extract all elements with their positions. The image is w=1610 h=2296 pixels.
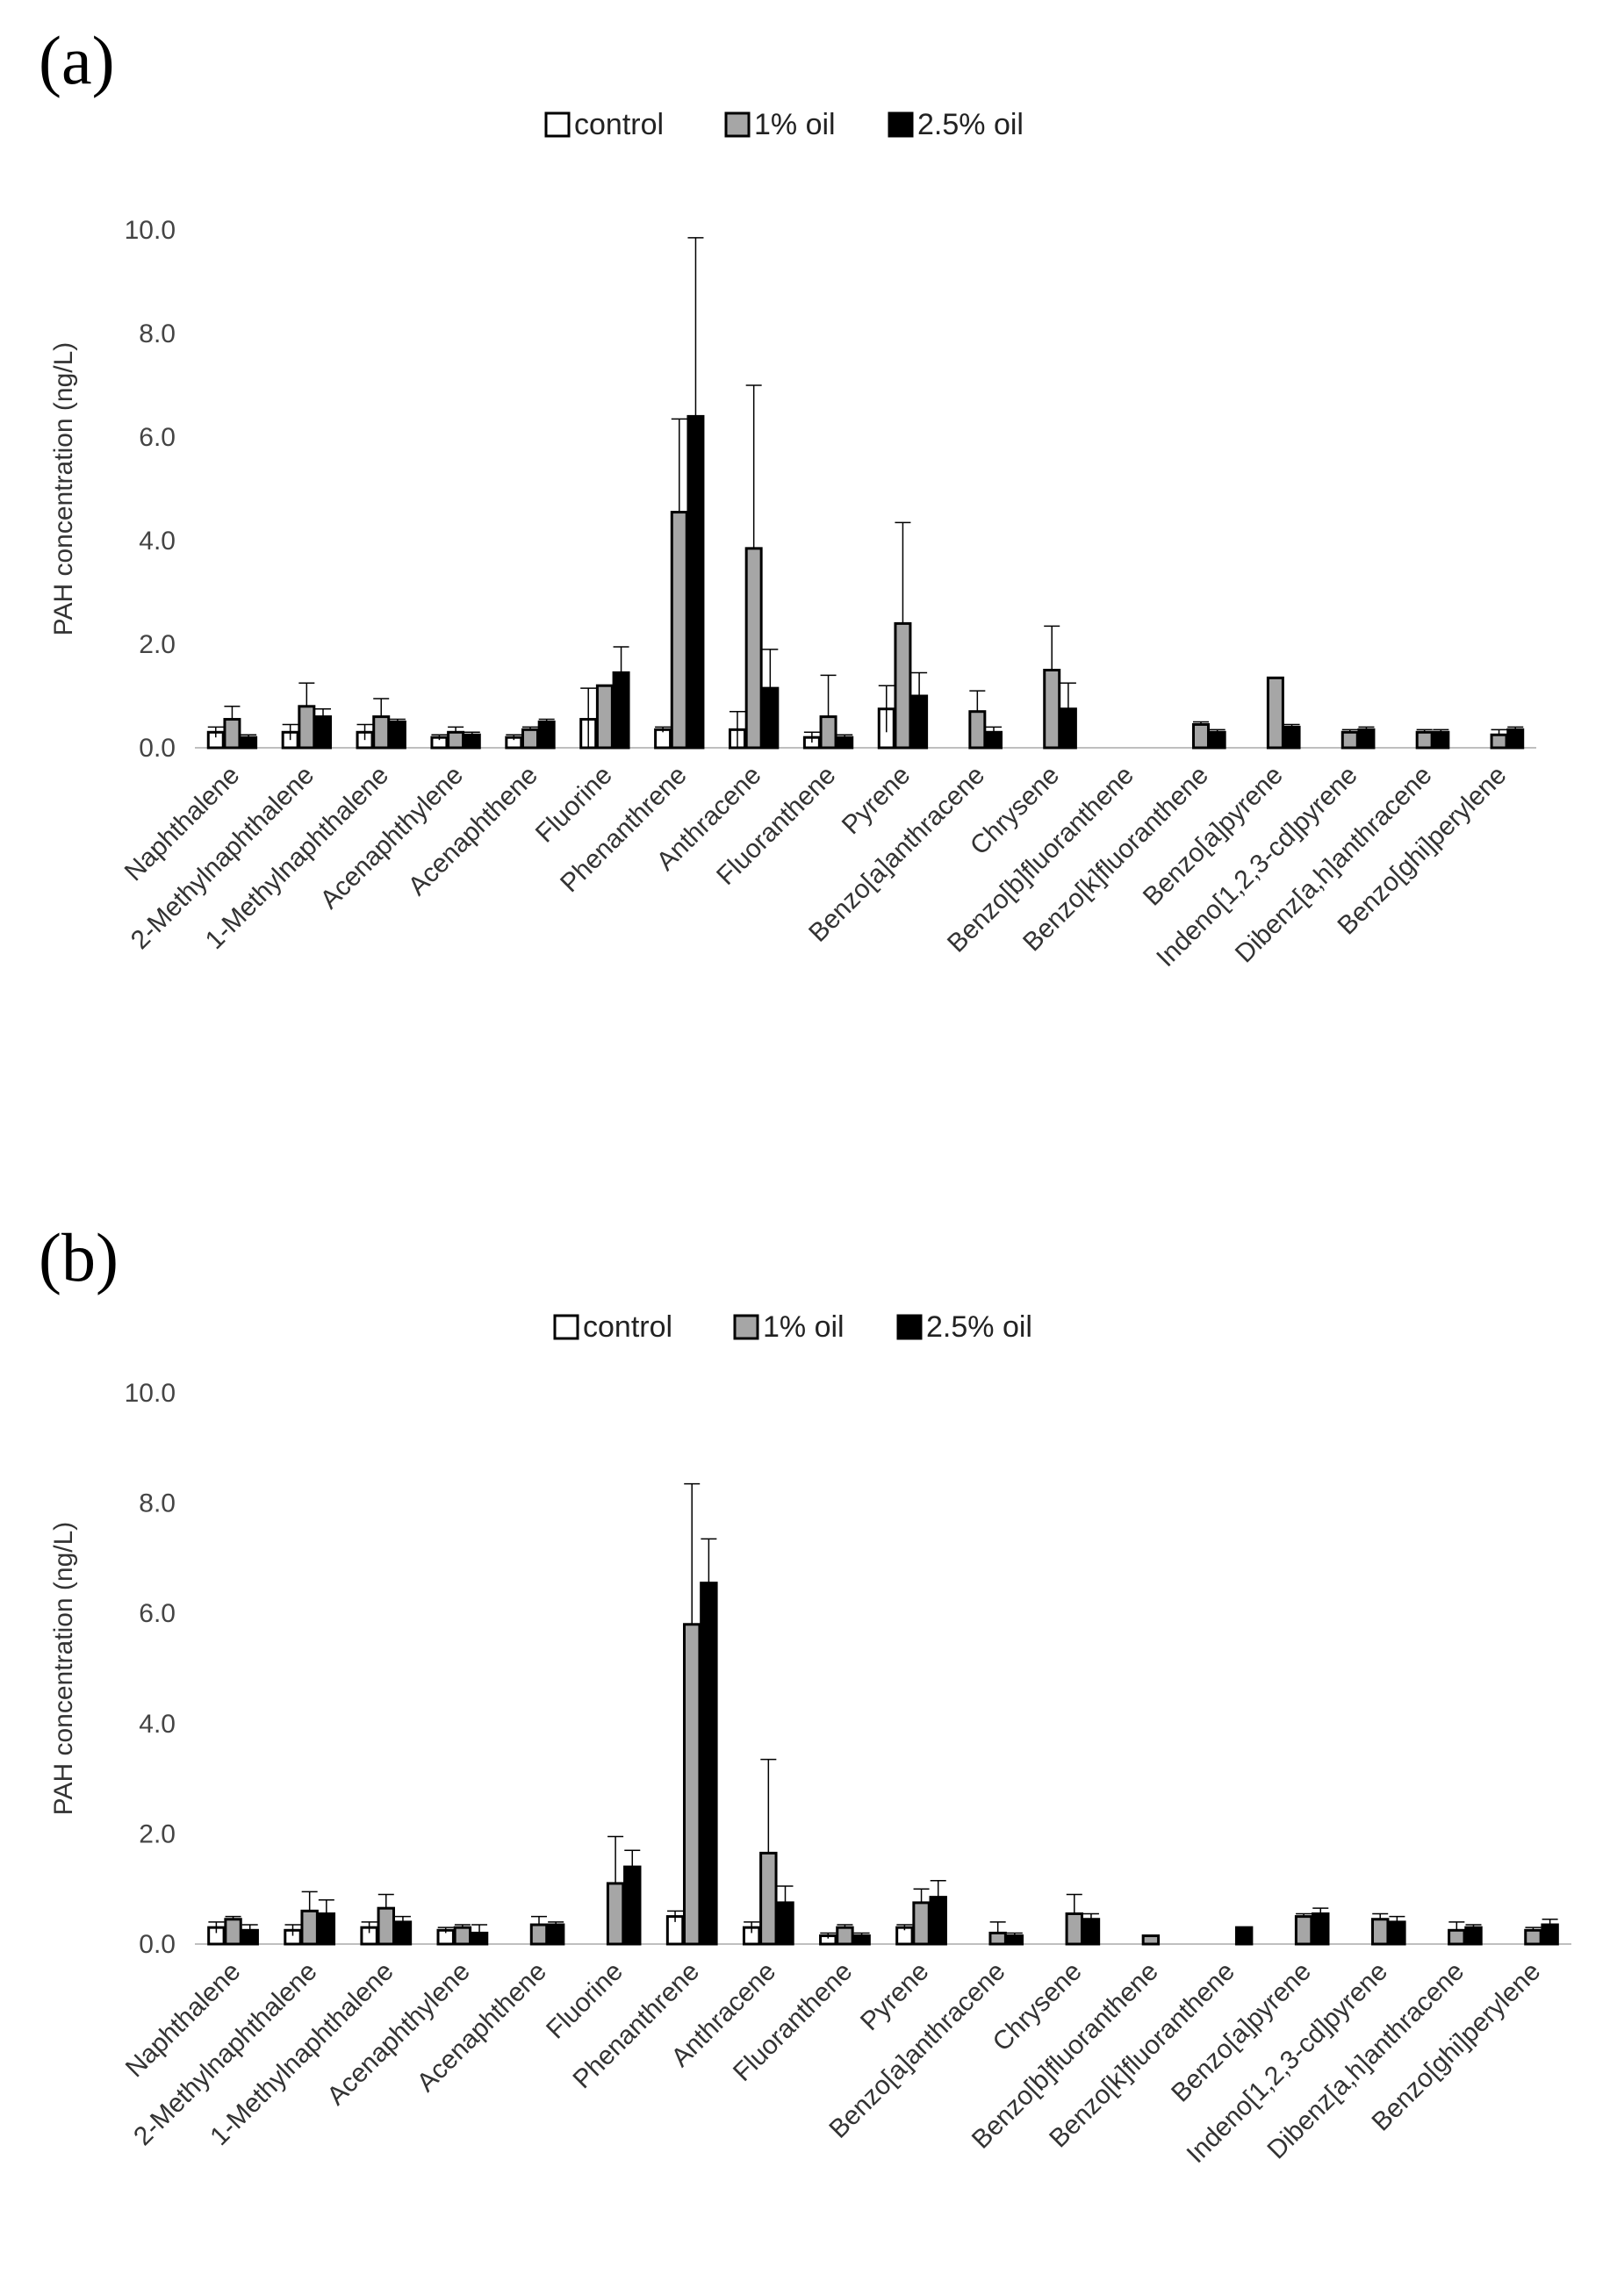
bar-1-5: [606, 1882, 625, 1946]
bar-1-6: [670, 511, 688, 750]
y-tick-label: 8.0: [139, 1489, 176, 1518]
bar-1-4: [529, 1923, 549, 1946]
legend-label-0: control: [574, 108, 664, 141]
legend-swatch-2: [888, 111, 914, 138]
y-tick-label: 4.0: [139, 1710, 176, 1739]
category-label: Acenaphthene: [403, 761, 543, 901]
bar-1-14: [1266, 676, 1284, 750]
bar-2-6: [700, 1582, 718, 1946]
panel-b: (b) 0.0 2.0 4.0 6.0 8.0 10.0 PAH concentration…: [0, 1148, 1610, 2296]
bar-1-16: [1448, 1928, 1466, 1946]
bar-0-6: [654, 728, 672, 750]
bar-1-10: [968, 710, 987, 750]
chart-b: 0.0 2.0 4.0 6.0 8.0 10.0 PAH concentration (ng…: [49, 1310, 1571, 2169]
bar-1-8: [836, 1926, 854, 1946]
legend-label-0: control: [583, 1310, 672, 1344]
category-label: Acenaphthylene: [321, 1957, 475, 2111]
bar-1-9: [894, 621, 912, 750]
y-tick-label: 6.0: [139, 1599, 176, 1628]
bar-1-14: [1294, 1915, 1313, 1946]
bar-1-10: [988, 1931, 1007, 1946]
bar-1-15: [1340, 730, 1359, 750]
bar-1-11: [1065, 1912, 1083, 1946]
bar-1-2: [377, 1906, 395, 1946]
bar-2-4: [546, 1923, 565, 1946]
bar-1-6: [683, 1623, 701, 1946]
bar-1-11: [1043, 669, 1061, 750]
bar-1-17: [1524, 1928, 1542, 1946]
bar-1-1: [300, 1909, 319, 1946]
y-tick-label: 4.0: [139, 527, 176, 556]
legend-label-2: 2.5% oil: [926, 1310, 1032, 1344]
y-axis-label: PAH concentration (ng/L): [49, 1522, 78, 1816]
panel-a: (a) 0.0 2.0 4.0 6.0 8.0 10.0 PAH concentration…: [39, 22, 1536, 972]
legend-label-2: 2.5% oil: [917, 108, 1024, 141]
y-tick-label: 2.0: [139, 1819, 176, 1848]
bar-2-15: [1357, 728, 1376, 750]
bar-2-14: [1283, 725, 1301, 750]
category-label: Benzo[a]pyrene: [1166, 1957, 1317, 2108]
category-label: Acenaphthene: [412, 1957, 552, 2098]
bar-1-7: [759, 1851, 778, 1946]
y-axis-label: PAH concentration (ng/L): [49, 342, 78, 636]
bar-2-13: [1234, 1926, 1254, 1946]
bar-1-12: [1141, 1934, 1161, 1946]
bar-1-4: [521, 728, 539, 750]
bar-1-16: [1415, 730, 1434, 750]
y-tick-label: 0.0: [139, 1930, 176, 1959]
chart-a: 0.0 2.0 4.0 6.0 8.0 10.0 PAH concentration (ng…: [49, 108, 1536, 972]
bar-1-3: [447, 730, 465, 750]
legend-swatch-1: [724, 111, 751, 138]
y-tick-label: 8.0: [139, 319, 176, 348]
bar-1-17: [1490, 733, 1508, 750]
bar-2-2: [388, 721, 406, 750]
legend-swatch-0: [553, 1314, 579, 1340]
y-tick-label: 2.0: [139, 630, 176, 659]
legend-label-1: 1% oil: [754, 108, 836, 141]
category-label: Phenanthrene: [555, 761, 693, 899]
bar-1-1: [298, 705, 316, 750]
panel-label-a: (a): [39, 22, 115, 98]
y-tick-label: 10.0: [125, 1379, 176, 1408]
bar-1-15: [1371, 1918, 1390, 1946]
legend-swatch-2: [896, 1314, 923, 1340]
bar-1-0: [223, 718, 241, 750]
legend-swatch-0: [544, 111, 571, 138]
legend-swatch-1: [733, 1314, 759, 1340]
bar-1-3: [453, 1926, 472, 1946]
panel-label-b: (b): [39, 1219, 119, 1295]
bar-1-8: [819, 715, 837, 750]
legend: control 1% oil 2.5% oil: [553, 1310, 1032, 1344]
bar-1-9: [912, 1901, 931, 1946]
bar-1-2: [372, 715, 391, 750]
legend: control 1% oil 2.5% oil: [544, 108, 1024, 141]
bar-1-0: [224, 1918, 242, 1946]
legend-label-1: 1% oil: [763, 1310, 845, 1344]
y-tick-label: 10.0: [125, 216, 176, 245]
bar-1-5: [595, 684, 614, 750]
bar-2-4: [537, 721, 556, 750]
bar-1-13: [1192, 722, 1210, 750]
y-tick-label: 0.0: [139, 734, 176, 763]
y-tick-label: 6.0: [139, 423, 176, 452]
bar-2-17: [1506, 728, 1525, 750]
bar-1-7: [744, 547, 763, 750]
